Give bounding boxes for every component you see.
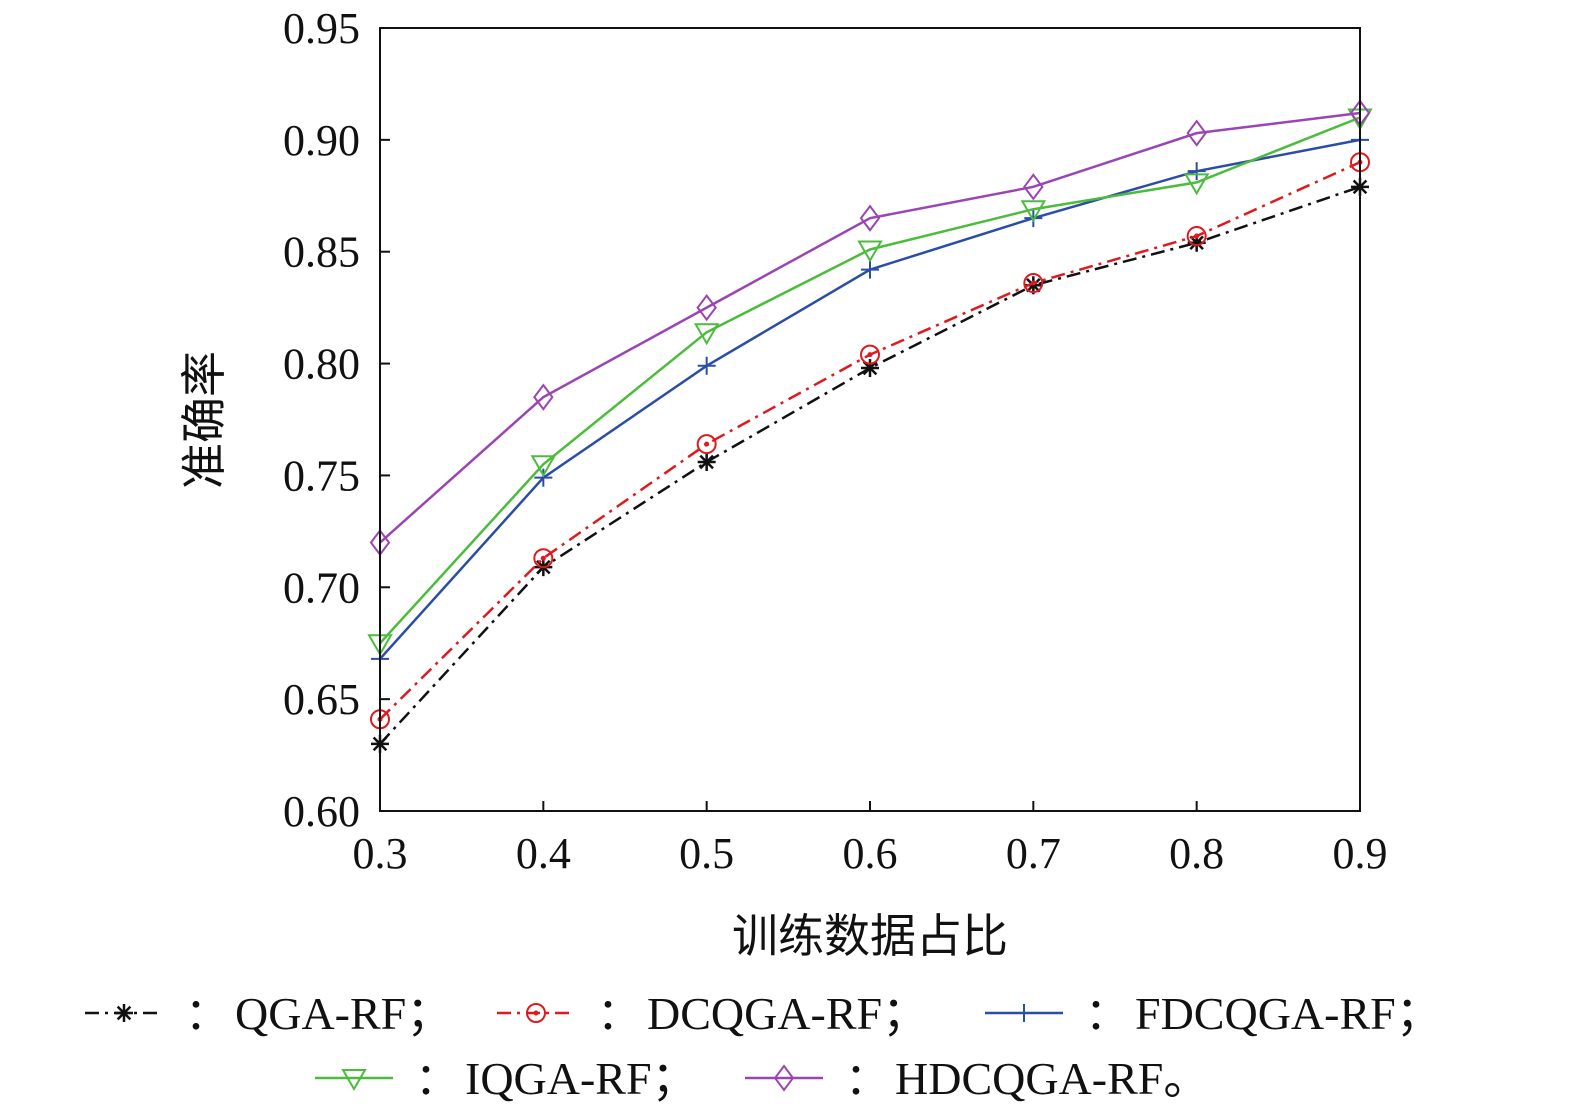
y-tick-label: 0.75 <box>283 451 360 500</box>
x-tick-label: 0.4 <box>516 829 571 878</box>
series-line <box>379 161 1361 721</box>
series-FDCQGA-RF <box>371 130 1369 668</box>
data-point-plus <box>534 468 553 487</box>
data-point-plus <box>697 356 716 375</box>
data-point-triangle-down <box>341 1069 367 1091</box>
y-tick-label: 0.60 <box>283 787 360 836</box>
data-point-diamond <box>773 1064 795 1092</box>
data-point-diamond <box>533 383 554 411</box>
data-point-triangle-down <box>530 455 557 478</box>
data-point-triangle-down <box>693 323 720 346</box>
data-point-triangle-down <box>1183 173 1210 196</box>
legend-label: FDCQGA-RF； <box>1135 988 1442 1039</box>
legend-label: QGA-RF； <box>235 988 452 1039</box>
data-point-circle-dot <box>860 344 880 365</box>
x-tick-label: 0.5 <box>679 829 734 878</box>
data-point-diamond <box>696 293 717 322</box>
x-tick-label: 0.7 <box>1006 829 1061 878</box>
legend-item: ： QGA-RF； <box>85 988 452 1039</box>
data-point-triangle-down <box>1020 200 1047 223</box>
axes: 0.3 0.4 0.5 0.6 0.7 0.8 0.9 0.60 0.65 0.70 0.75 0.8… <box>283 4 1388 878</box>
data-point-asterisk <box>115 1004 133 1022</box>
plot-area <box>367 99 1373 753</box>
data-point-diamond <box>1023 173 1044 201</box>
legend-label: HDCQGA-RF。 <box>895 1053 1209 1104</box>
series-line <box>379 116 1361 645</box>
legend-item: ： FDCQGA-RF； <box>985 988 1442 1039</box>
x-tick-label: 0.3 <box>353 829 408 878</box>
legend-item: ： HDCQGA-RF。 <box>745 1053 1209 1104</box>
data-point-plus <box>1024 209 1043 228</box>
x-tick-label: 0.6 <box>843 829 898 878</box>
legend: ： QGA-RF；： DCQGA-RF；： FDCQGA-RF；： IQGA-RF；： H… <box>85 988 1442 1104</box>
legend-item: ： DCQGA-RF； <box>497 988 928 1039</box>
data-point-plus <box>861 260 879 279</box>
legend-item: ： IQGA-RF； <box>315 1053 698 1104</box>
data-point-diamond <box>859 204 881 232</box>
data-point-asterisk <box>697 453 716 472</box>
series-DCQGA-RF <box>370 152 1370 730</box>
y-tick-label: 0.90 <box>283 116 360 165</box>
data-point-circle-dot <box>526 1003 546 1023</box>
data-point-circle-dot <box>533 548 554 569</box>
data-point-circle-dot <box>1186 226 1207 247</box>
legend-separator: ： <box>1085 990 1129 1039</box>
y-tick-label: 0.80 <box>283 340 360 389</box>
legend-separator: ： <box>415 1055 459 1104</box>
legend-separator: ： <box>185 990 229 1039</box>
y-tick-label: 0.85 <box>283 228 360 277</box>
legend-separator: ： <box>845 1055 889 1104</box>
series-IQGA-RF <box>367 108 1373 657</box>
legend-separator: ： <box>597 990 641 1039</box>
x-tick-label: 0.8 <box>1169 829 1224 878</box>
x-axis-label: 训练数据占比 <box>732 911 1008 962</box>
data-point-plus <box>1015 1004 1033 1022</box>
data-point-plus <box>1187 162 1206 181</box>
data-point-asterisk <box>861 359 879 378</box>
series-line <box>379 111 1361 544</box>
data-point-triangle-down <box>857 240 883 263</box>
data-point-circle-dot <box>696 434 717 455</box>
data-point-diamond <box>1186 119 1207 147</box>
y-tick-label: 0.95 <box>283 4 360 53</box>
data-point-circle-dot <box>1023 273 1044 294</box>
x-tick-label: 0.9 <box>1333 829 1388 878</box>
plot-frame <box>379 27 1361 812</box>
legend-label: DCQGA-RF； <box>647 988 928 1039</box>
y-tick-label: 0.65 <box>283 675 360 724</box>
series-HDCQGA-RF <box>369 99 1371 557</box>
y-axis-label: 准确率 <box>179 351 230 489</box>
y-tick-label: 0.70 <box>283 563 360 612</box>
legend-label: IQGA-RF； <box>465 1053 698 1104</box>
